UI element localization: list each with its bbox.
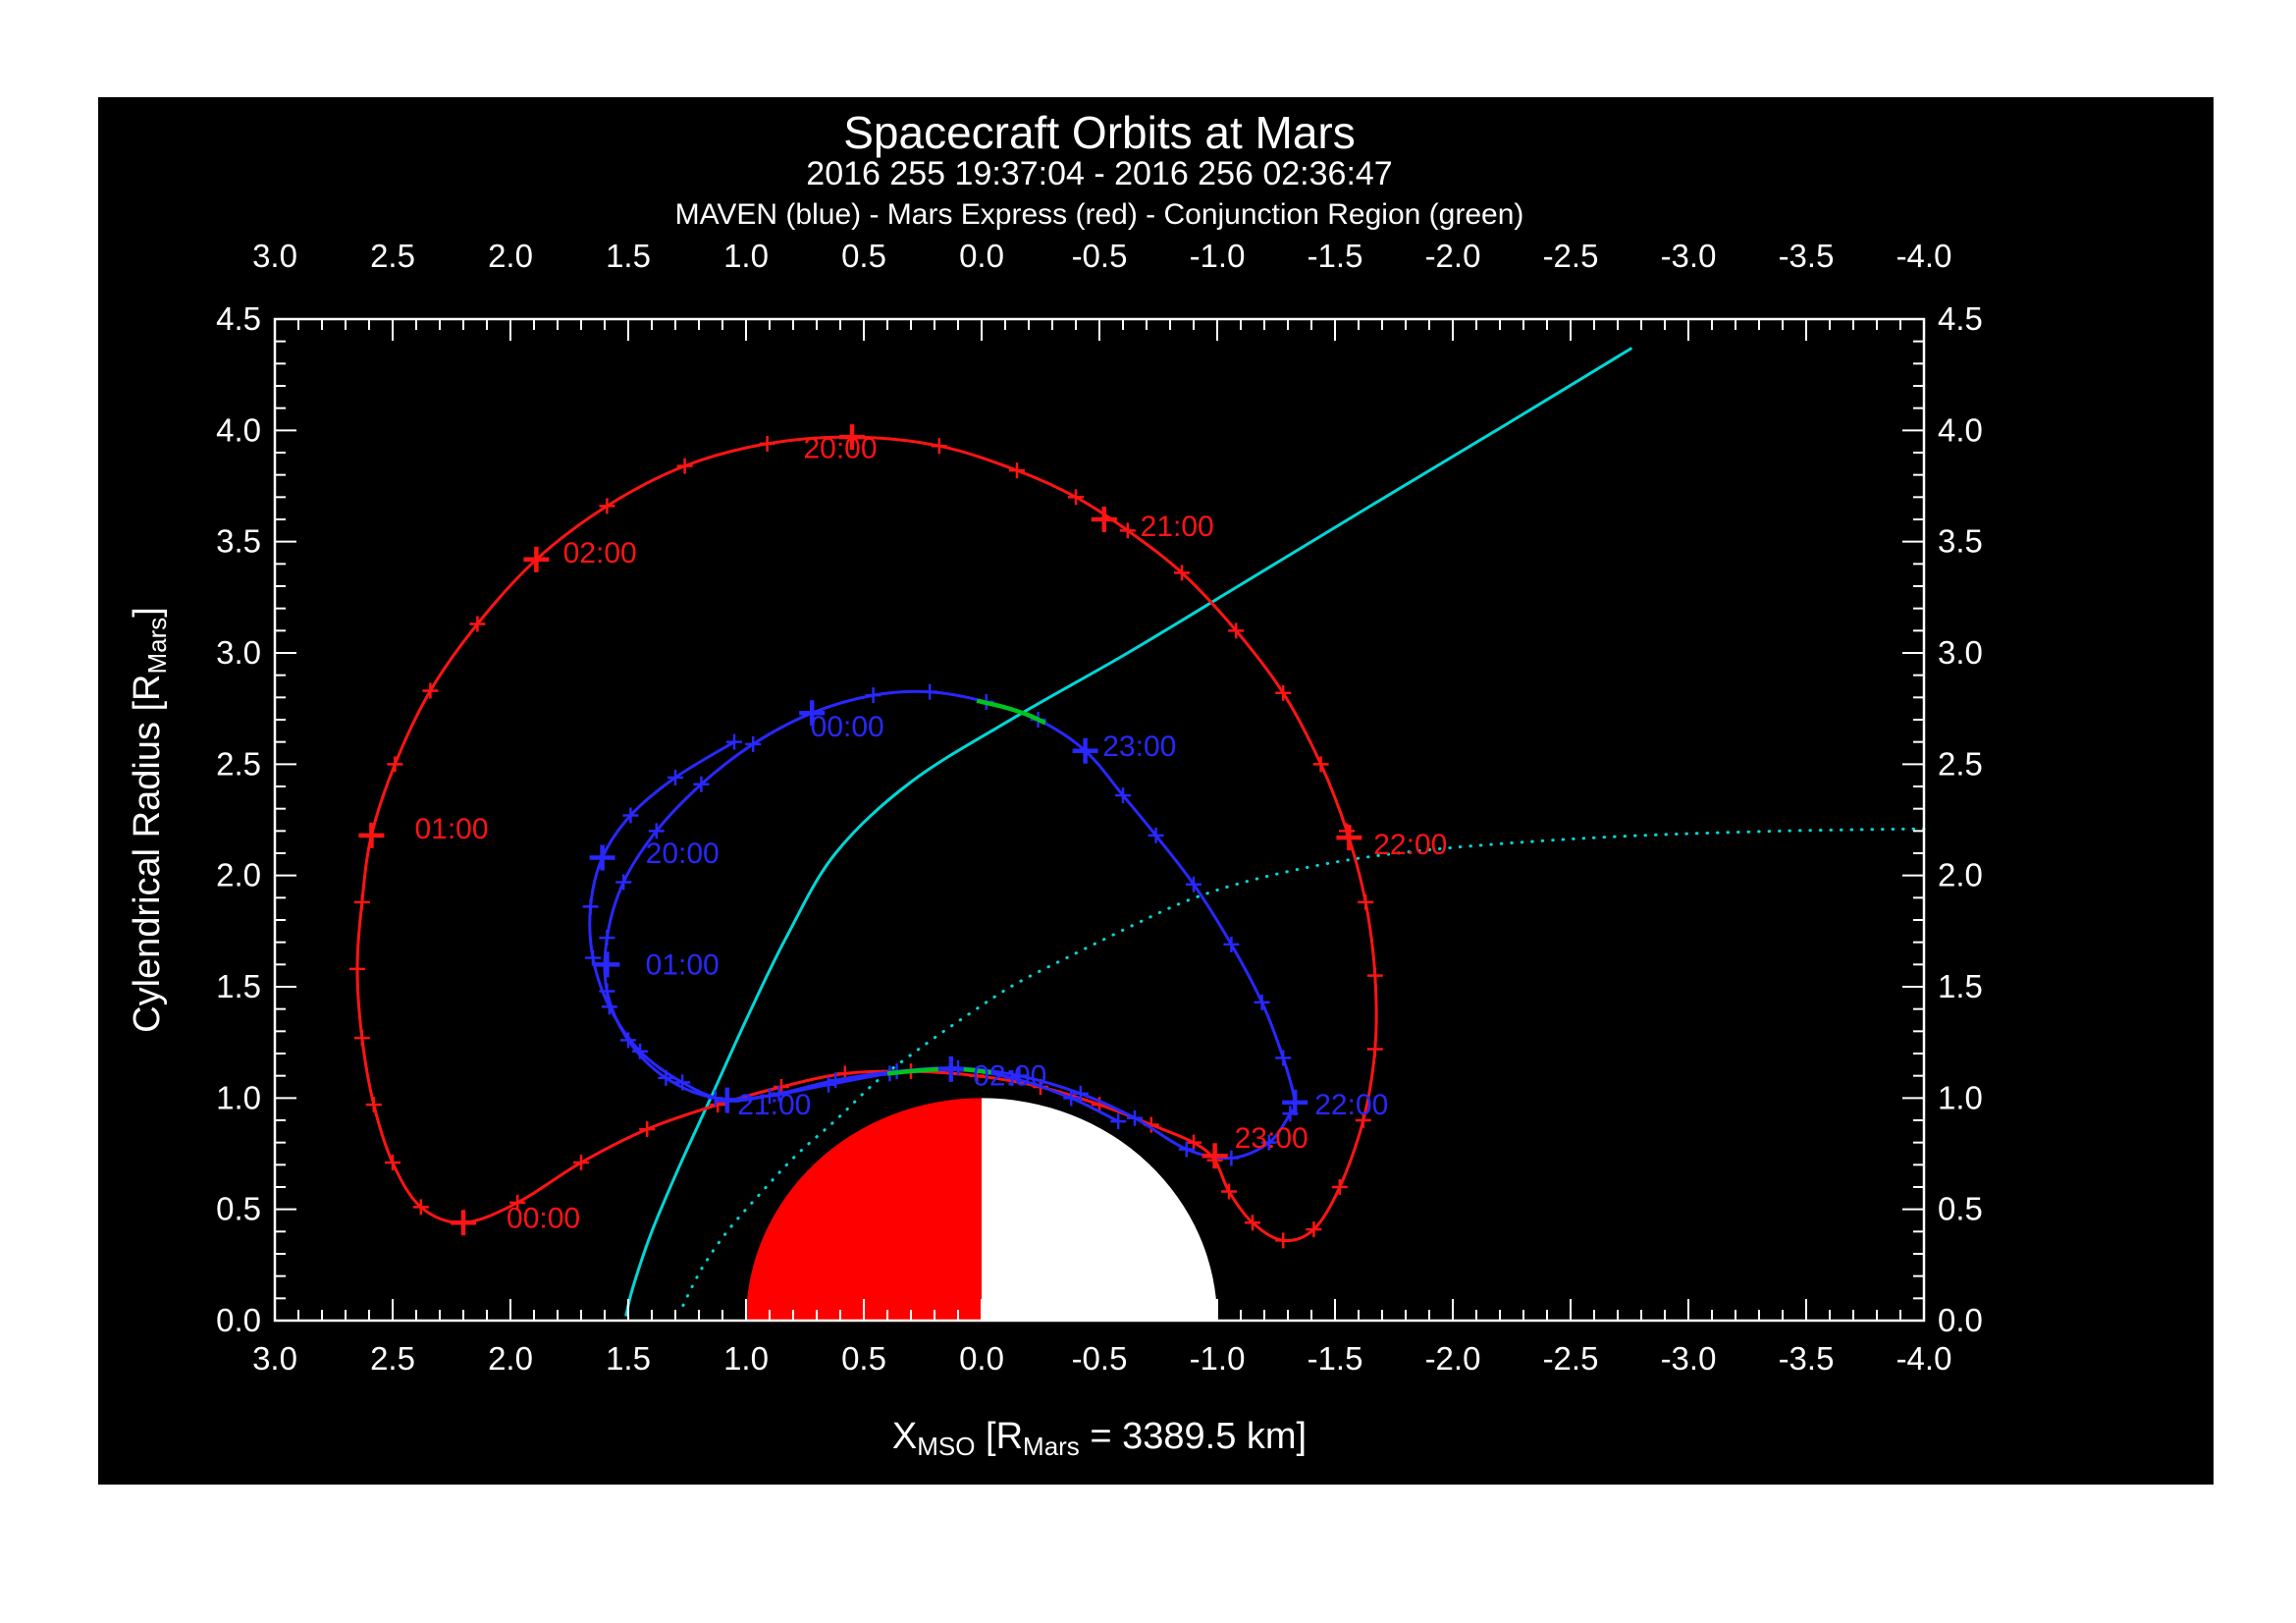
- y-axis-title-rmars-sub: Mars: [142, 617, 172, 675]
- time-label: 23:00: [1102, 730, 1176, 763]
- y-tick-label-left: 3.5: [216, 523, 261, 560]
- x-tick-label-top: -2.5: [1543, 238, 1599, 274]
- x-axis-title-rmars-sub: Mars: [1023, 1432, 1080, 1461]
- y-tick-label-left: 1.0: [216, 1079, 261, 1115]
- mars-plus-x-hemisphere: [746, 1098, 982, 1321]
- y-tick-label-left: 0.0: [216, 1302, 261, 1338]
- x-tick-label-bottom: -3.5: [1779, 1340, 1835, 1377]
- y-tick-label-right: 0.0: [1938, 1302, 1983, 1338]
- time-label: 22:00: [1373, 829, 1447, 861]
- x-tick-label-top: 2.5: [370, 238, 415, 274]
- x-tick-label-bottom: 2.5: [370, 1340, 415, 1377]
- chart-subtitle: 2016 255 19:37:04 - 2016 256 02:36:47: [806, 155, 1393, 192]
- x-tick-label-top: -4.0: [1896, 238, 1952, 274]
- x-tick-label-bottom: 1.5: [606, 1340, 651, 1377]
- time-label: 01:00: [414, 813, 488, 845]
- x-tick-label-bottom: -0.5: [1072, 1340, 1128, 1377]
- boundary_dotted: [678, 827, 1926, 1314]
- x-axis-title: XMSO [RMars = 3389.5 km]: [892, 1418, 1307, 1459]
- y-tick-label-left: 2.5: [216, 745, 261, 782]
- x-tick-label-top: 2.0: [488, 238, 533, 274]
- mars-minus-x-hemisphere: [982, 1098, 1217, 1321]
- maven_orbit: [588, 689, 1298, 1161]
- x-axis-title-bracket: [R: [975, 1416, 1024, 1457]
- y-tick-label-left: 4.0: [216, 411, 261, 448]
- y-tick-label-left: 2.0: [216, 857, 261, 893]
- y-tick-label-right: 1.0: [1938, 1079, 1983, 1115]
- chart-legend: MAVEN (blue) - Mars Express (red) - Conj…: [674, 198, 1524, 231]
- x-axis-title-base: X: [891, 1416, 918, 1457]
- y-tick-label-right: 4.5: [1938, 300, 1983, 337]
- y-tick-label-left: 1.5: [216, 968, 261, 1004]
- y-tick-label-right: 1.5: [1938, 968, 1983, 1004]
- x-tick-label-top: 0.5: [841, 238, 886, 274]
- time-label: 00:00: [507, 1203, 580, 1235]
- x-tick-label-top: -2.0: [1425, 238, 1481, 274]
- x-tick-label-bottom: -2.0: [1425, 1340, 1481, 1377]
- time-label: 00:00: [811, 711, 884, 743]
- conjunction_region_upper: [976, 698, 1046, 726]
- x-tick-label-top: -3.0: [1661, 238, 1717, 274]
- x-tick-label-bottom: -1.0: [1190, 1340, 1246, 1377]
- y-axis-title: Cylendrical Radius [RMars]: [127, 607, 172, 1033]
- boundary_solid: [624, 347, 1633, 1317]
- time-label: 22:00: [1314, 1089, 1388, 1121]
- time-label: 20:00: [803, 432, 877, 464]
- x-tick-label-bottom: 2.0: [488, 1340, 533, 1377]
- y-tick-label-right: 3.5: [1938, 523, 1983, 560]
- y-tick-label-left: 4.5: [216, 300, 261, 337]
- x-axis-title-sub: MSO: [917, 1432, 976, 1461]
- y-tick-label-right: 4.0: [1938, 411, 1983, 448]
- y-tick-label-right: 2.0: [1938, 857, 1983, 893]
- x-tick-label-bottom: -1.5: [1308, 1340, 1363, 1377]
- x-tick-label-top: -1.0: [1190, 238, 1246, 274]
- x-tick-label-bottom: -3.0: [1661, 1340, 1717, 1377]
- x-tick-label-top: -0.5: [1072, 238, 1128, 274]
- x-tick-label-top: 3.0: [252, 238, 297, 274]
- x-tick-label-bottom: -4.0: [1896, 1340, 1952, 1377]
- y-tick-label-left: 3.0: [216, 634, 261, 671]
- time-label: 01:00: [646, 948, 720, 981]
- time-label: 21:00: [1141, 511, 1214, 543]
- time-label: 20:00: [646, 838, 720, 870]
- x-tick-label-top: 1.0: [723, 238, 769, 274]
- time-label: 21:00: [737, 1089, 811, 1121]
- y-axis-title-base: Cylendrical Radius [R: [127, 674, 168, 1033]
- chart-title: Spacecraft Orbits at Mars: [843, 107, 1356, 158]
- x-axis-title-tail: = 3389.5 km]: [1079, 1416, 1308, 1457]
- y-axis-title-tail: ]: [127, 607, 168, 618]
- time-label: 02:00: [563, 537, 637, 569]
- x-tick-label-bottom: 0.5: [841, 1340, 886, 1377]
- x-tick-label-bottom: 0.0: [959, 1340, 1004, 1377]
- y-tick-label-right: 3.0: [1938, 634, 1983, 671]
- y-tick-label-right: 0.5: [1938, 1191, 1983, 1227]
- x-tick-label-top: 1.5: [606, 238, 651, 274]
- time-label: 23:00: [1235, 1122, 1308, 1155]
- x-tick-label-bottom: 3.0: [252, 1340, 297, 1377]
- x-tick-label-bottom: 1.0: [723, 1340, 769, 1377]
- y-tick-label-left: 0.5: [216, 1191, 261, 1227]
- x-tick-label-top: -3.5: [1779, 238, 1835, 274]
- x-tick-label-top: -1.5: [1308, 238, 1363, 274]
- y-tick-label-right: 2.5: [1938, 745, 1983, 782]
- x-tick-label-bottom: -2.5: [1543, 1340, 1599, 1377]
- x-tick-label-top: 0.0: [959, 238, 1004, 274]
- time-label: 02:00: [973, 1060, 1046, 1093]
